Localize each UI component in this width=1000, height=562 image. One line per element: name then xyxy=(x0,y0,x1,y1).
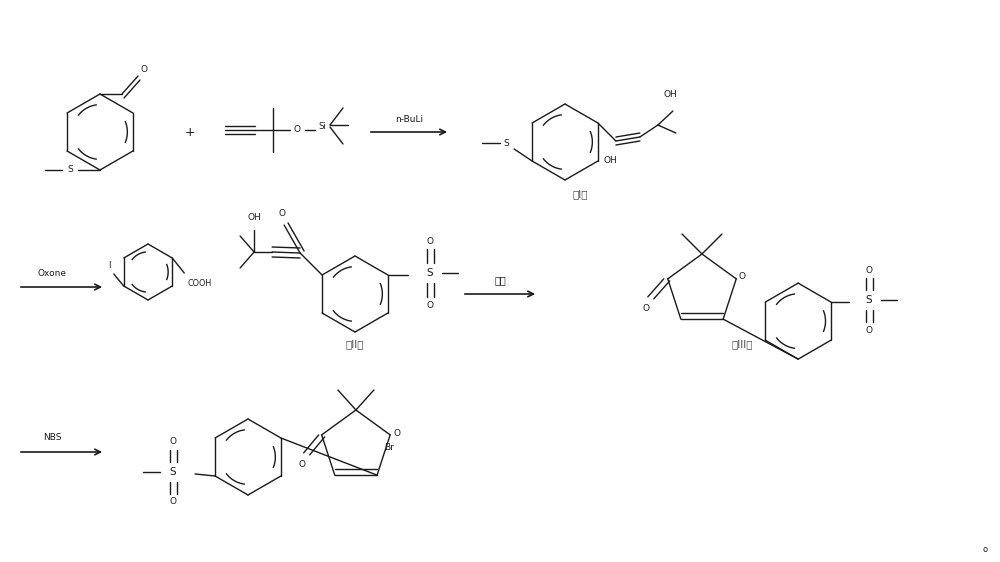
Text: COOH: COOH xyxy=(187,279,211,288)
Text: Br: Br xyxy=(384,443,394,452)
Text: o: o xyxy=(982,546,988,555)
Text: O: O xyxy=(739,273,746,282)
Text: O: O xyxy=(866,266,873,275)
Text: O: O xyxy=(426,237,433,246)
Text: O: O xyxy=(298,460,305,469)
Text: （III）: （III） xyxy=(731,339,753,349)
Text: O: O xyxy=(866,325,873,334)
Text: O: O xyxy=(279,209,286,217)
Text: Si: Si xyxy=(318,123,326,132)
Text: （I）: （I） xyxy=(572,189,588,199)
Text: O: O xyxy=(170,497,177,506)
Text: O: O xyxy=(140,66,148,75)
Text: S: S xyxy=(503,138,509,147)
Text: S: S xyxy=(67,165,73,174)
Text: OH: OH xyxy=(247,214,261,223)
Text: O: O xyxy=(426,301,433,310)
Text: Oxone: Oxone xyxy=(38,270,66,279)
Text: I: I xyxy=(109,261,111,270)
Text: O: O xyxy=(170,437,177,446)
Text: O: O xyxy=(642,305,649,314)
Text: +: + xyxy=(185,125,195,138)
Text: O: O xyxy=(294,125,300,134)
Text: OH: OH xyxy=(603,156,617,165)
Text: S: S xyxy=(866,295,872,305)
Text: O: O xyxy=(394,429,401,438)
Text: n-BuLi: n-BuLi xyxy=(395,116,423,125)
Text: （II）: （II） xyxy=(346,339,364,349)
Text: NBS: NBS xyxy=(43,433,61,442)
Text: 硫酸: 硫酸 xyxy=(494,275,506,285)
Text: S: S xyxy=(427,268,433,278)
Text: OH: OH xyxy=(663,90,677,99)
Text: S: S xyxy=(170,467,176,477)
